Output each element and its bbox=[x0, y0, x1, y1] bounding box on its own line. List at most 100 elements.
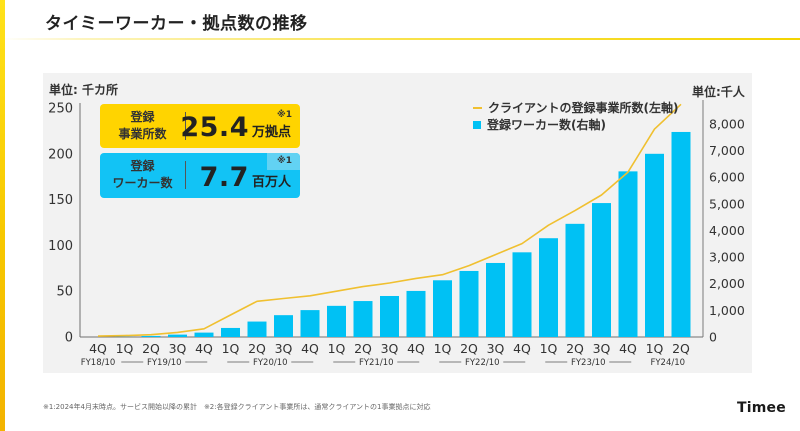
kpi-unit: 万拠点 bbox=[251, 125, 291, 140]
tick-labels: 0 50 100 150 200 250 0 1,000 2,000 3,000 4,000 5,00… bbox=[48, 102, 745, 346]
kpi-unit: 百万人 bbox=[251, 175, 291, 190]
x-axis-quarter-label: 1Q bbox=[540, 341, 558, 356]
right-axis-tick-label: 2,000 bbox=[709, 276, 745, 291]
right-axis-tick-label: 4,000 bbox=[709, 223, 745, 238]
right-axis-tick-label: 7,000 bbox=[709, 143, 745, 158]
fiscal-year-label: FY24/10 bbox=[650, 358, 685, 368]
line-series-client-offices bbox=[97, 103, 682, 337]
right-axis-tick-label: 6,000 bbox=[709, 170, 745, 185]
right-axis-tick-label: 8,000 bbox=[709, 116, 745, 131]
bar bbox=[486, 262, 505, 337]
kpi-value-group: 25.4 万拠点 bbox=[180, 112, 291, 143]
fiscal-year-label: FY21/10 bbox=[359, 358, 394, 368]
x-axis-quarter-label: 4Q bbox=[195, 341, 213, 356]
x-axis-quarter-label: 3Q bbox=[275, 341, 293, 356]
x-axis-quarter-label: 2Q bbox=[460, 341, 478, 356]
legend-label: クライアントの登録事業所数(左軸) bbox=[488, 101, 679, 115]
kpi-card-registered-offices: 登録 事業所数 ※1 25.4 万拠点 bbox=[100, 104, 300, 148]
legend-square-swatch bbox=[473, 120, 481, 129]
bar-series-worker-count bbox=[115, 131, 691, 337]
kpi-value-group: 7.7 百万人 bbox=[200, 162, 291, 193]
bar bbox=[539, 238, 558, 337]
kpi-label: 登録 事業所数 bbox=[100, 109, 185, 143]
bar bbox=[512, 252, 532, 337]
right-axis-unit-label: 単位:千人 bbox=[692, 85, 745, 99]
x-axis-quarter-label: 3Q bbox=[593, 341, 611, 356]
bar bbox=[671, 131, 691, 337]
x-axis-quarter-label: 2Q bbox=[354, 341, 372, 356]
left-axis-tick-label: 250 bbox=[48, 102, 73, 117]
kpi-value: 25.4 bbox=[180, 112, 249, 143]
left-axis-tick-label: 50 bbox=[56, 285, 73, 300]
bar bbox=[168, 334, 187, 337]
x-axis-quarter-label: 3Q bbox=[169, 341, 187, 356]
title-underline bbox=[0, 38, 800, 40]
kpi-divider bbox=[185, 112, 186, 140]
fiscal-year-label: FY20/10 bbox=[253, 358, 288, 368]
left-accent-stripe bbox=[0, 0, 5, 431]
bar bbox=[618, 171, 638, 337]
bar bbox=[645, 153, 664, 337]
kpi-card-registered-workers: 登録 ワーカー数 ※1 7.7 百万人 bbox=[100, 153, 300, 198]
legend-item-workers: 登録ワーカー数(右軸) bbox=[473, 116, 679, 133]
kpi-value: 7.7 bbox=[199, 162, 249, 193]
bar bbox=[221, 327, 240, 337]
bar bbox=[194, 332, 214, 337]
left-axis-tick-label: 150 bbox=[48, 193, 73, 208]
x-axis-quarter-label: 2Q bbox=[672, 341, 690, 356]
left-axis-tick-label: 100 bbox=[48, 239, 73, 254]
x-axis-quarter-label: 4Q bbox=[301, 341, 319, 356]
x-axis-quarter-label: 1Q bbox=[434, 341, 452, 356]
x-axis-labels: 4Q 1Q 2Q 3Q 4Q 1Q 2Q 3Q 4Q 1Q 2Q 3Q 4Q 1Q 2Q 3Q 4Q 1Q 2Q 3Q… bbox=[81, 341, 690, 368]
x-axis-quarter-label: 4Q bbox=[407, 341, 425, 356]
bar bbox=[300, 310, 320, 337]
kpi-label-line: 事業所数 bbox=[118, 127, 167, 141]
bar bbox=[327, 305, 346, 337]
x-axis-quarter-label: 1Q bbox=[646, 341, 664, 356]
page-title: タイミーワーカー・拠点数の推移 bbox=[45, 14, 308, 34]
left-axis-tick-label: 200 bbox=[48, 147, 73, 162]
kpi-label-line: ワーカー数 bbox=[112, 176, 173, 190]
left-axis-tick-label: 0 bbox=[65, 331, 73, 346]
x-axis-quarter-label: 2Q bbox=[566, 341, 584, 356]
x-axis-quarter-label: 1Q bbox=[222, 341, 240, 356]
bar bbox=[459, 270, 479, 337]
chart-legend: クライアントの登録事業所数(左軸) 登録ワーカー数(右軸) bbox=[473, 99, 679, 133]
fiscal-year-label: FY23/10 bbox=[571, 358, 606, 368]
bar bbox=[141, 335, 161, 337]
fiscal-year-label: FY18/10 bbox=[81, 358, 116, 368]
kpi-footnote-mark: ※1 bbox=[267, 153, 300, 170]
bar bbox=[433, 280, 452, 337]
kpi-label-line: 登録 bbox=[130, 110, 155, 124]
right-axis-tick-label: 5,000 bbox=[709, 196, 745, 211]
x-axis-quarter-label: 3Q bbox=[487, 341, 505, 356]
timee-logo: Timee bbox=[737, 400, 786, 416]
x-axis-quarter-label: 4Q bbox=[89, 341, 107, 356]
kpi-label-line: 登録 bbox=[130, 159, 155, 173]
x-axis-quarter-label: 2Q bbox=[142, 341, 160, 356]
kpi-label: 登録 ワーカー数 bbox=[100, 158, 185, 192]
bar bbox=[274, 315, 293, 337]
legend-item-client-offices: クライアントの登録事業所数(左軸) bbox=[473, 99, 679, 116]
x-axis-quarter-label: 4Q bbox=[619, 341, 637, 356]
bar bbox=[247, 321, 267, 337]
x-axis-quarter-label: 4Q bbox=[513, 341, 531, 356]
fiscal-year-label: FY22/10 bbox=[465, 358, 500, 368]
bar bbox=[406, 290, 426, 337]
x-axis-quarter-label: 3Q bbox=[381, 341, 399, 356]
bar bbox=[592, 203, 611, 337]
right-axis-tick-label: 3,000 bbox=[709, 250, 745, 265]
footnote: ※1:2024年4月末時点。サービス開始以降の累計 ※2:各登録クライアント事業… bbox=[43, 403, 431, 411]
x-axis-quarter-label: 2Q bbox=[248, 341, 266, 356]
kpi-footnote-mark: ※1 bbox=[276, 110, 292, 120]
legend-label: 登録ワーカー数(右軸) bbox=[487, 118, 606, 132]
bar bbox=[380, 295, 399, 337]
left-axis-unit-label: 単位: 千カ所 bbox=[49, 83, 118, 97]
legend-line-swatch bbox=[473, 106, 482, 109]
right-axis-tick-label: 1,000 bbox=[709, 303, 745, 318]
bar bbox=[353, 301, 373, 337]
series-line bbox=[97, 103, 682, 337]
bar bbox=[565, 223, 585, 337]
